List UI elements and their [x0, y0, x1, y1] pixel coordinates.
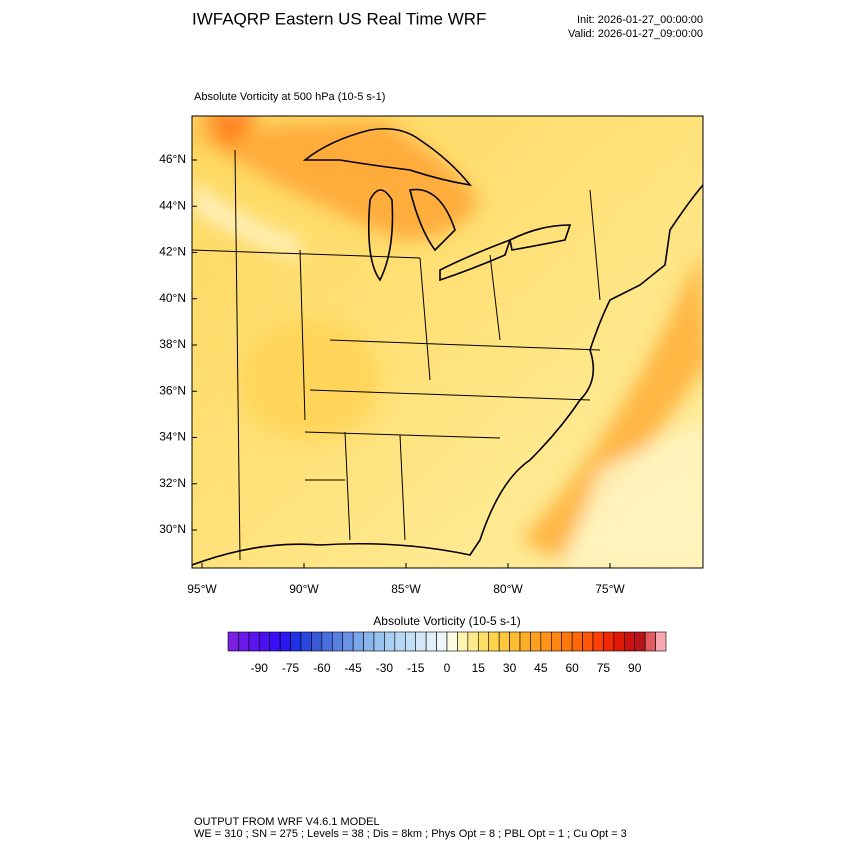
lake-superior — [302, 127, 472, 187]
colorbar-swatch — [613, 631, 625, 652]
colorbar-swatch — [446, 631, 458, 652]
lake-erie — [439, 238, 512, 282]
lat-label: 46°N — [159, 152, 186, 166]
boundaries — [192, 127, 703, 566]
colorbar-swatch — [227, 631, 239, 652]
colorbar-swatch — [321, 631, 333, 652]
colorbar-swatch — [467, 631, 479, 652]
colorbar-swatch — [279, 631, 291, 652]
colorbar-swatch — [603, 631, 615, 652]
colorbar-swatch — [509, 631, 521, 652]
colorbar-swatch — [498, 631, 510, 652]
coastline — [192, 184, 703, 566]
valid-time: Valid: 2026-01-27_09:00:00 — [568, 28, 703, 40]
lake-huron — [409, 188, 456, 252]
colorbar-swatch — [634, 631, 646, 652]
colorbar-swatch — [269, 631, 281, 652]
lat-labels: 46°N 44°N 42°N 40°N 38°N 36°N 34°N 32°N 30°N — [159, 152, 197, 536]
colorbar-tick-label: 90 — [628, 661, 642, 675]
colorbar-tick-label: 45 — [534, 661, 548, 675]
colorbar-swatch — [290, 631, 302, 652]
colorbar-tick-label: 15 — [472, 661, 486, 675]
colorbar-swatch — [644, 631, 656, 652]
lon-label: 75°W — [595, 582, 625, 596]
lat-label: 42°N — [159, 245, 186, 259]
map-field — [192, 116, 703, 568]
colorbar-tick-label: -90 — [251, 661, 269, 675]
lake-michigan — [367, 189, 394, 282]
lat-label: 36°N — [159, 383, 186, 397]
lon-label: 80°W — [493, 582, 523, 596]
colorbar-swatch — [425, 631, 437, 652]
vorticity-bands — [192, 116, 703, 568]
lat-label: 34°N — [159, 430, 186, 444]
colorbar-tick-label: -45 — [344, 661, 362, 675]
colorbar-tick-label: -75 — [282, 661, 300, 675]
colorbar-swatch — [655, 631, 667, 652]
colorbar-swatch — [311, 631, 323, 652]
colorbar-swatch — [404, 631, 417, 652]
colorbar-swatch — [561, 631, 573, 652]
colorbar-swatch — [540, 631, 552, 652]
colorbar-swatch — [352, 631, 364, 652]
colorbar-swatch — [550, 631, 563, 652]
lon-label: 95°W — [187, 582, 217, 596]
colorbar-swatch — [530, 631, 542, 652]
lon-label: 90°W — [289, 582, 319, 596]
colorbar-swatch — [571, 631, 583, 652]
footer-line1: OUTPUT FROM WRF V4.6.1 MODEL — [194, 816, 380, 828]
lat-label: 30°N — [159, 522, 186, 536]
lon-labels: 95°W 90°W 85°W 80°W 75°W — [187, 563, 625, 596]
colorbar-tick-label: -60 — [313, 661, 331, 675]
colorbar-swatch — [488, 631, 500, 652]
colorbar-swatch — [373, 631, 385, 652]
colorbar-swatch — [592, 631, 604, 652]
colorbar-swatch — [582, 631, 594, 652]
state-lines — [192, 149, 601, 561]
lat-label: 38°N — [159, 337, 186, 351]
colorbar-swatch — [394, 631, 406, 652]
colorbar-swatch — [331, 631, 344, 652]
colorbar-swatch — [623, 631, 636, 652]
title: IWFAQRP Eastern US Real Time WRF — [192, 9, 486, 28]
colorbar-tick-label: -30 — [376, 661, 394, 675]
lat-label: 32°N — [159, 476, 186, 490]
colorbar-swatch — [238, 631, 250, 652]
colorbar-swatch — [300, 631, 312, 652]
colorbar-swatch — [519, 631, 531, 652]
footer-line2: WE = 310 ; SN = 275 ; Levels = 38 ; Dis … — [194, 828, 627, 840]
map-subtitle: Absolute Vorticity at 500 hPa (10-5 s-1) — [194, 91, 385, 103]
map-frame — [191, 115, 704, 569]
colorbar-swatch — [258, 631, 271, 652]
colorbar-swatch — [248, 631, 260, 652]
colorbar-swatch — [342, 631, 354, 652]
colorbar-swatch — [415, 631, 427, 652]
lon-label: 85°W — [391, 582, 421, 596]
lat-label: 40°N — [159, 291, 186, 305]
colorbar: -90 -75 -60 -45 -30 -15 0 15 30 45 60 75 90 — [227, 631, 667, 675]
colorbar-swatch — [457, 631, 469, 652]
colorbar-title: Absolute Vorticity (10-5 s-1) — [373, 614, 520, 628]
colorbar-tick-label: -15 — [407, 661, 425, 675]
lake-ontario — [509, 224, 572, 251]
colorbar-swatch — [363, 631, 375, 652]
colorbar-swatch — [477, 631, 490, 652]
colorbar-tick-label: 75 — [597, 661, 611, 675]
colorbar-tick-label: 30 — [503, 661, 517, 675]
lat-label: 44°N — [159, 198, 186, 212]
colorbar-swatch — [384, 631, 396, 652]
colorbar-tick-label: 0 — [444, 661, 451, 675]
colorbar-swatch — [436, 631, 448, 652]
colorbar-tick-label: 60 — [565, 661, 579, 675]
init-time: Init: 2026-01-27_00:00:00 — [577, 14, 703, 26]
